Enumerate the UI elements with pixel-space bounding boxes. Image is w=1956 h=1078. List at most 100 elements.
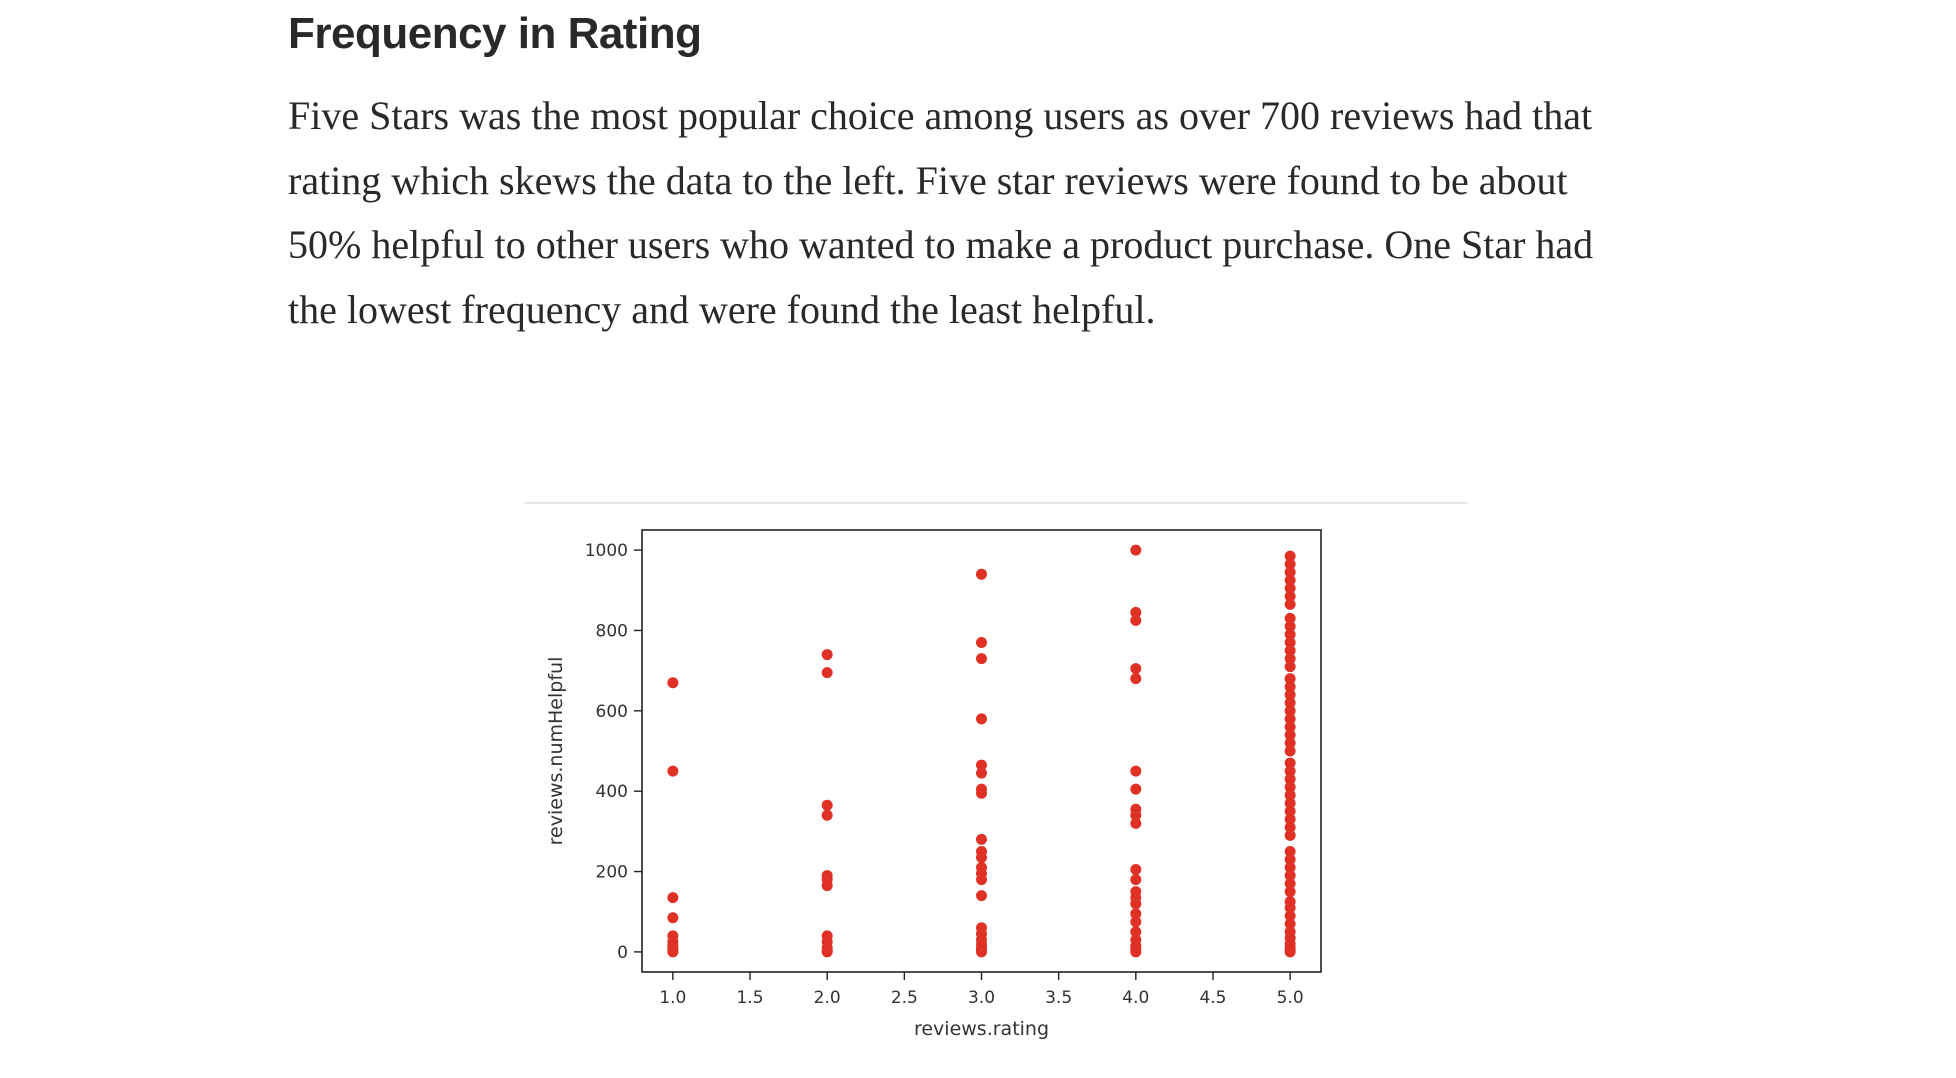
- article: Frequency in Rating Five Stars was the m…: [288, 0, 1668, 342]
- scatter-point: [821, 667, 833, 679]
- scatter-point: [976, 759, 987, 771]
- scatter-point: [1130, 908, 1142, 920]
- scatter-point: [821, 946, 833, 958]
- scatter-point: [1130, 606, 1142, 618]
- scatter-point: [976, 637, 987, 649]
- scatter-point: [1284, 645, 1296, 657]
- scatter-point: [1130, 809, 1142, 821]
- scatter-point: [821, 809, 833, 821]
- y-tick-label: 600: [596, 702, 628, 722]
- scatter-point: [1284, 773, 1296, 785]
- scatter-point: [976, 890, 987, 902]
- scatter-point: [1130, 864, 1142, 876]
- scatter-point: [1284, 845, 1296, 857]
- scatter-point: [1130, 783, 1142, 795]
- scatter-point: [667, 946, 679, 958]
- x-tick-label: 2.0: [814, 988, 841, 1008]
- scatter-point: [976, 833, 987, 845]
- scatter-point: [1284, 878, 1296, 890]
- scatter-point: [1284, 653, 1296, 665]
- x-tick-label: 1.0: [659, 988, 686, 1008]
- scatter-point: [1284, 628, 1296, 640]
- scatter-point: [1284, 558, 1296, 570]
- scatter-point: [1284, 870, 1296, 882]
- scatter-point: [1284, 805, 1296, 817]
- scatter-point: [1130, 673, 1142, 685]
- x-tick-label: 2.5: [891, 988, 918, 1008]
- y-tick-label: 0: [617, 943, 628, 963]
- scatter-point: [1130, 916, 1142, 928]
- scatter-point: [1130, 874, 1142, 886]
- scatter-point: [1284, 737, 1296, 749]
- scatter-point: [1284, 902, 1296, 914]
- scatter-point: [976, 787, 987, 799]
- y-tick-label: 400: [596, 782, 628, 802]
- x-tick-label: 3.0: [968, 988, 995, 1008]
- scatter-point: [976, 767, 987, 779]
- x-tick-label: 1.5: [736, 988, 763, 1008]
- scatter-point: [1284, 681, 1296, 693]
- scatter-point: [1284, 729, 1296, 741]
- scatter-point: [1284, 797, 1296, 809]
- chart-figure: 0 200 400 600 800 1000 1.0 1.5 2.0 2.5 3.0 3.5 4.0 4…: [524, 502, 1468, 1040]
- y-tick-label: 200: [596, 863, 628, 883]
- scatter-point: [976, 851, 987, 863]
- scatter-point: [1130, 544, 1142, 556]
- scatter-point: [1284, 765, 1296, 777]
- x-axis-label: reviews.rating: [914, 1018, 1049, 1040]
- scatter-point: [1284, 946, 1296, 958]
- body-paragraph: Five Stars was the most popular choice a…: [288, 93, 1594, 332]
- scatter-point: [667, 677, 679, 689]
- scatter-point: [1130, 946, 1142, 958]
- scatter-point: [1284, 574, 1296, 586]
- plot-frame: [641, 529, 1322, 973]
- scatter-point: [1284, 713, 1296, 725]
- scatter-point: [1284, 721, 1296, 733]
- scatter-point: [667, 912, 679, 924]
- scatter-point: [1284, 757, 1296, 769]
- data-points: [667, 544, 1296, 958]
- scatter-point: [1284, 705, 1296, 717]
- scatter-point: [1284, 853, 1296, 865]
- scatter-point: [1284, 612, 1296, 624]
- scatter-point: [1130, 817, 1142, 829]
- scatter-point: [1130, 765, 1142, 777]
- scatter-point: [976, 653, 987, 665]
- scatter-point: [1284, 886, 1296, 898]
- scatter-point: [1284, 789, 1296, 801]
- scatter-point: [1284, 813, 1296, 825]
- x-axis-ticks: 1.0 1.5 2.0 2.5 3.0 3.5 4.0 4.5 5.0: [659, 972, 1304, 1008]
- scatter-point: [976, 713, 987, 725]
- x-tick-label: 4.5: [1199, 988, 1226, 1008]
- scatter-point: [1284, 582, 1296, 594]
- scatter-point: [1284, 821, 1296, 833]
- section-heading: Frequency in Rating: [288, 9, 702, 58]
- scatter-point: [1284, 673, 1296, 685]
- scatter-point: [1284, 566, 1296, 578]
- scatter-point: [1284, 862, 1296, 874]
- scatter-point: [821, 880, 833, 892]
- y-tick-label: 800: [596, 621, 628, 641]
- x-tick-label: 5.0: [1277, 988, 1304, 1008]
- scatter-chart: 0 200 400 600 800 1000 1.0 1.5 2.0 2.5 3.0 3.5 4.0 4…: [545, 529, 1322, 1040]
- scatter-point: [1284, 637, 1296, 649]
- scatter-point: [1284, 745, 1296, 757]
- scatter-point: [976, 946, 987, 958]
- y-axis-ticks: 0 200 400 600 800 1000: [585, 541, 642, 963]
- scatter-point: [1284, 620, 1296, 632]
- scatter-point: [1284, 689, 1296, 701]
- scatter-point: [1130, 614, 1142, 626]
- figure-divider: [524, 502, 1468, 504]
- scatter-point: [667, 765, 679, 777]
- scatter-point: [1284, 661, 1296, 673]
- scatter-point: [1284, 550, 1296, 562]
- scatter-point: [1284, 697, 1296, 709]
- scatter-point: [1130, 898, 1142, 910]
- scatter-point: [1284, 598, 1296, 610]
- scatter-point: [976, 874, 987, 886]
- scatter-point: [1284, 590, 1296, 602]
- scatter-point: [1284, 918, 1296, 930]
- x-tick-label: 4.0: [1122, 988, 1149, 1008]
- scatter-point: [667, 892, 679, 904]
- scatter-point: [821, 799, 833, 811]
